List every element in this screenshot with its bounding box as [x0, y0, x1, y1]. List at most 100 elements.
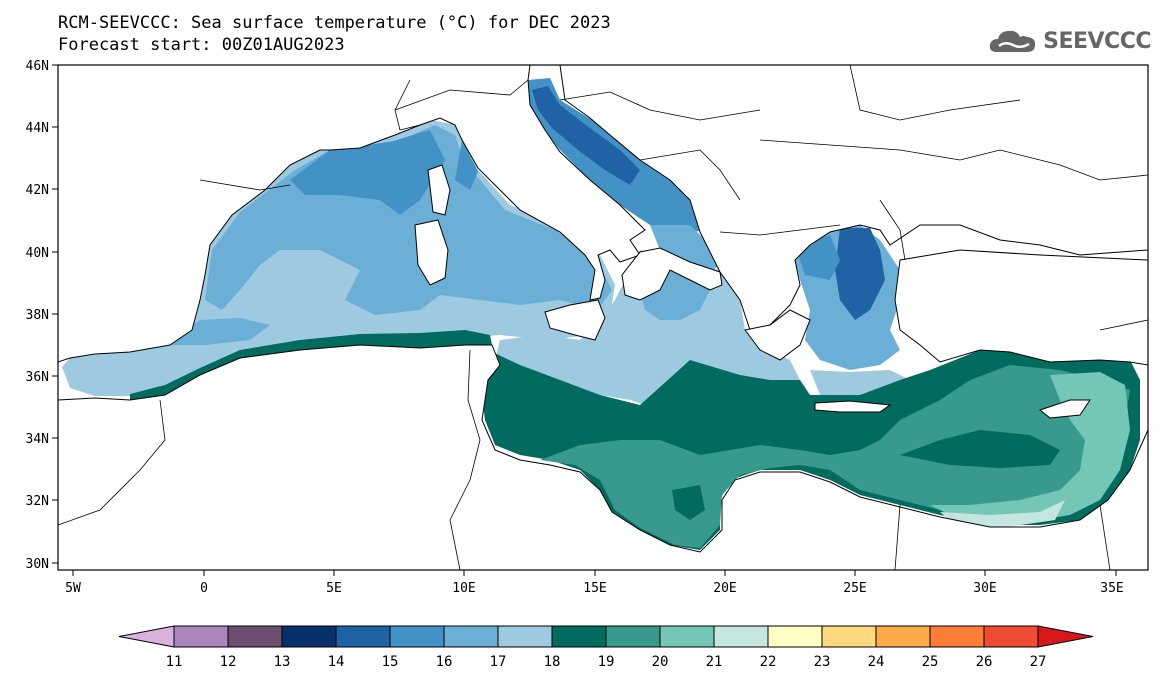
border-bosnia-serbia — [639, 149, 741, 201]
sst-region-tyrrhenian-15 — [455, 140, 478, 190]
border-albania-greece — [719, 224, 841, 236]
lon-tick-label: 10E — [452, 581, 475, 596]
lat-tick-label: 30N — [26, 557, 49, 572]
colorbar-lower-arrow — [118, 625, 175, 648]
lat-tick-labels: 46N 44N 42N 40N 38N 36N 34N 32N 30N — [26, 59, 49, 572]
border-alps — [394, 79, 529, 111]
sst-region-north-adriatic-14 — [532, 86, 640, 185]
sst-region-gulf-of-sidra-19 — [672, 485, 705, 520]
land-greece-peloponnese — [744, 309, 811, 361]
colorbar-box — [281, 625, 337, 648]
lat-tick-label: 32N — [26, 494, 49, 509]
lat-tick-label: 42N — [26, 183, 49, 198]
lat-tick-label: 36N — [26, 370, 49, 385]
colorbar-label: 14 — [328, 654, 345, 670]
lon-tick-labels: 5W 0 5E 10E 15E 20E 25E 30E 35E — [65, 581, 1124, 596]
logo-text: SEEVCCC — [1043, 28, 1151, 54]
lat-tick-label: 40N — [26, 246, 49, 261]
border-libya-egypt — [894, 504, 901, 570]
colorbar-box — [875, 625, 931, 648]
lat-tick-label: 34N — [26, 432, 49, 447]
country-borders — [58, 65, 1148, 570]
colorbar-box — [929, 625, 985, 648]
lon-tick-label: 5E — [326, 581, 342, 596]
land-corsica — [427, 164, 451, 216]
border-egypt-israel — [1099, 504, 1111, 570]
colorbar-box — [227, 625, 283, 648]
border-ukraine-moldova — [849, 65, 1021, 121]
sea-surface-field — [62, 78, 1140, 550]
colorbar-label: 17 — [490, 654, 507, 670]
colorbar-label: 18 — [544, 654, 561, 670]
colorbar-box — [443, 625, 499, 648]
lon-tick-label: 20E — [713, 581, 736, 596]
colorbar-box — [335, 625, 391, 648]
colorbar-label: 12 — [220, 654, 237, 670]
sst-region-algerian-coast-19 — [130, 330, 492, 400]
border-spain-france — [199, 179, 291, 191]
sst-region-alboran-16 — [160, 318, 270, 345]
sst-region-gulf-of-lion-15 — [290, 130, 445, 215]
lon-tick-label: 35E — [1100, 581, 1123, 596]
sst-region-north-aegean-15 — [835, 228, 885, 320]
colorbar-box — [821, 625, 877, 648]
colorbar-label: 26 — [976, 654, 993, 670]
border-morocco-algeria — [58, 399, 166, 526]
colorbar-label: 11 — [166, 654, 183, 670]
land-anatolia — [894, 249, 1148, 366]
colorbar-box — [983, 625, 1039, 648]
colorbar-box — [389, 625, 445, 648]
colorbar-box — [173, 625, 229, 648]
lat-tick-marks — [52, 64, 58, 564]
colorbar-upper-arrow — [1037, 625, 1094, 648]
border-algeria-libya — [449, 479, 471, 570]
map-frame — [57, 64, 1149, 571]
land-cyprus — [1038, 399, 1091, 419]
lat-axis: 46N 44N 42N 40N 38N 36N 34N 32N 30N — [26, 59, 58, 572]
lat-tick-label: 46N — [26, 59, 49, 74]
land-sardinia — [414, 219, 449, 286]
colorbar-label: 13 — [274, 654, 291, 670]
land-italy-boot — [621, 247, 723, 301]
colorbar-box — [659, 625, 715, 648]
map-plot-area — [57, 64, 1149, 571]
border-algeria-tunisia — [467, 349, 481, 481]
border-black-sea — [959, 149, 1148, 181]
colorbar-label: 16 — [436, 654, 453, 670]
land-crete — [814, 400, 892, 413]
lon-axis: 5W 0 5E 10E 15E 20E 25E 30E 35E — [65, 570, 1124, 596]
map-title: RCM-SEEVCCC: Sea surface temperature (°C… — [58, 13, 611, 33]
land-masses — [58, 65, 1148, 570]
colorbar-box — [767, 625, 823, 648]
colorbar-label: 15 — [382, 654, 399, 670]
lat-tick-label: 38N — [26, 308, 49, 323]
land-sicily — [544, 299, 606, 341]
colorbar-label: 27 — [1030, 654, 1047, 670]
colorbar-box — [713, 625, 769, 648]
lat-tick-label: 44N — [26, 121, 49, 136]
colorbar-box — [551, 625, 607, 648]
colorbar: 11 12 13 14 15 16 17 18 19 20 21 22 23 24 25 26 27 — [118, 625, 1094, 670]
colorbar-label: 21 — [706, 654, 723, 670]
colorbar-label: 23 — [814, 654, 831, 670]
lon-tick-label: 0 — [200, 581, 208, 596]
lon-tick-label: 30E — [973, 581, 996, 596]
border-slovenia-croatia — [559, 91, 761, 121]
lon-tick-label: 25E — [843, 581, 866, 596]
colorbar-label: 20 — [652, 654, 669, 670]
land-north-africa — [58, 344, 1148, 570]
sst-region-levantine-19 — [900, 430, 1060, 468]
colorbar-label: 25 — [922, 654, 939, 670]
seevccc-logo: SEEVCCC — [987, 24, 1151, 58]
forecast-start-label: Forecast start: 00Z01AUG2023 — [58, 35, 345, 55]
colorbar-box — [497, 625, 553, 648]
colorbar-box — [605, 625, 661, 648]
colorbar-label: 19 — [598, 654, 615, 670]
border-bulgaria-romania — [759, 139, 961, 161]
sst-region-nile-delta-22 — [940, 500, 1065, 528]
border-france-italy — [394, 79, 421, 131]
colorbar-label: 22 — [760, 654, 777, 670]
border-turkey-syria — [1099, 319, 1148, 331]
border-greece-turkey — [879, 199, 906, 261]
